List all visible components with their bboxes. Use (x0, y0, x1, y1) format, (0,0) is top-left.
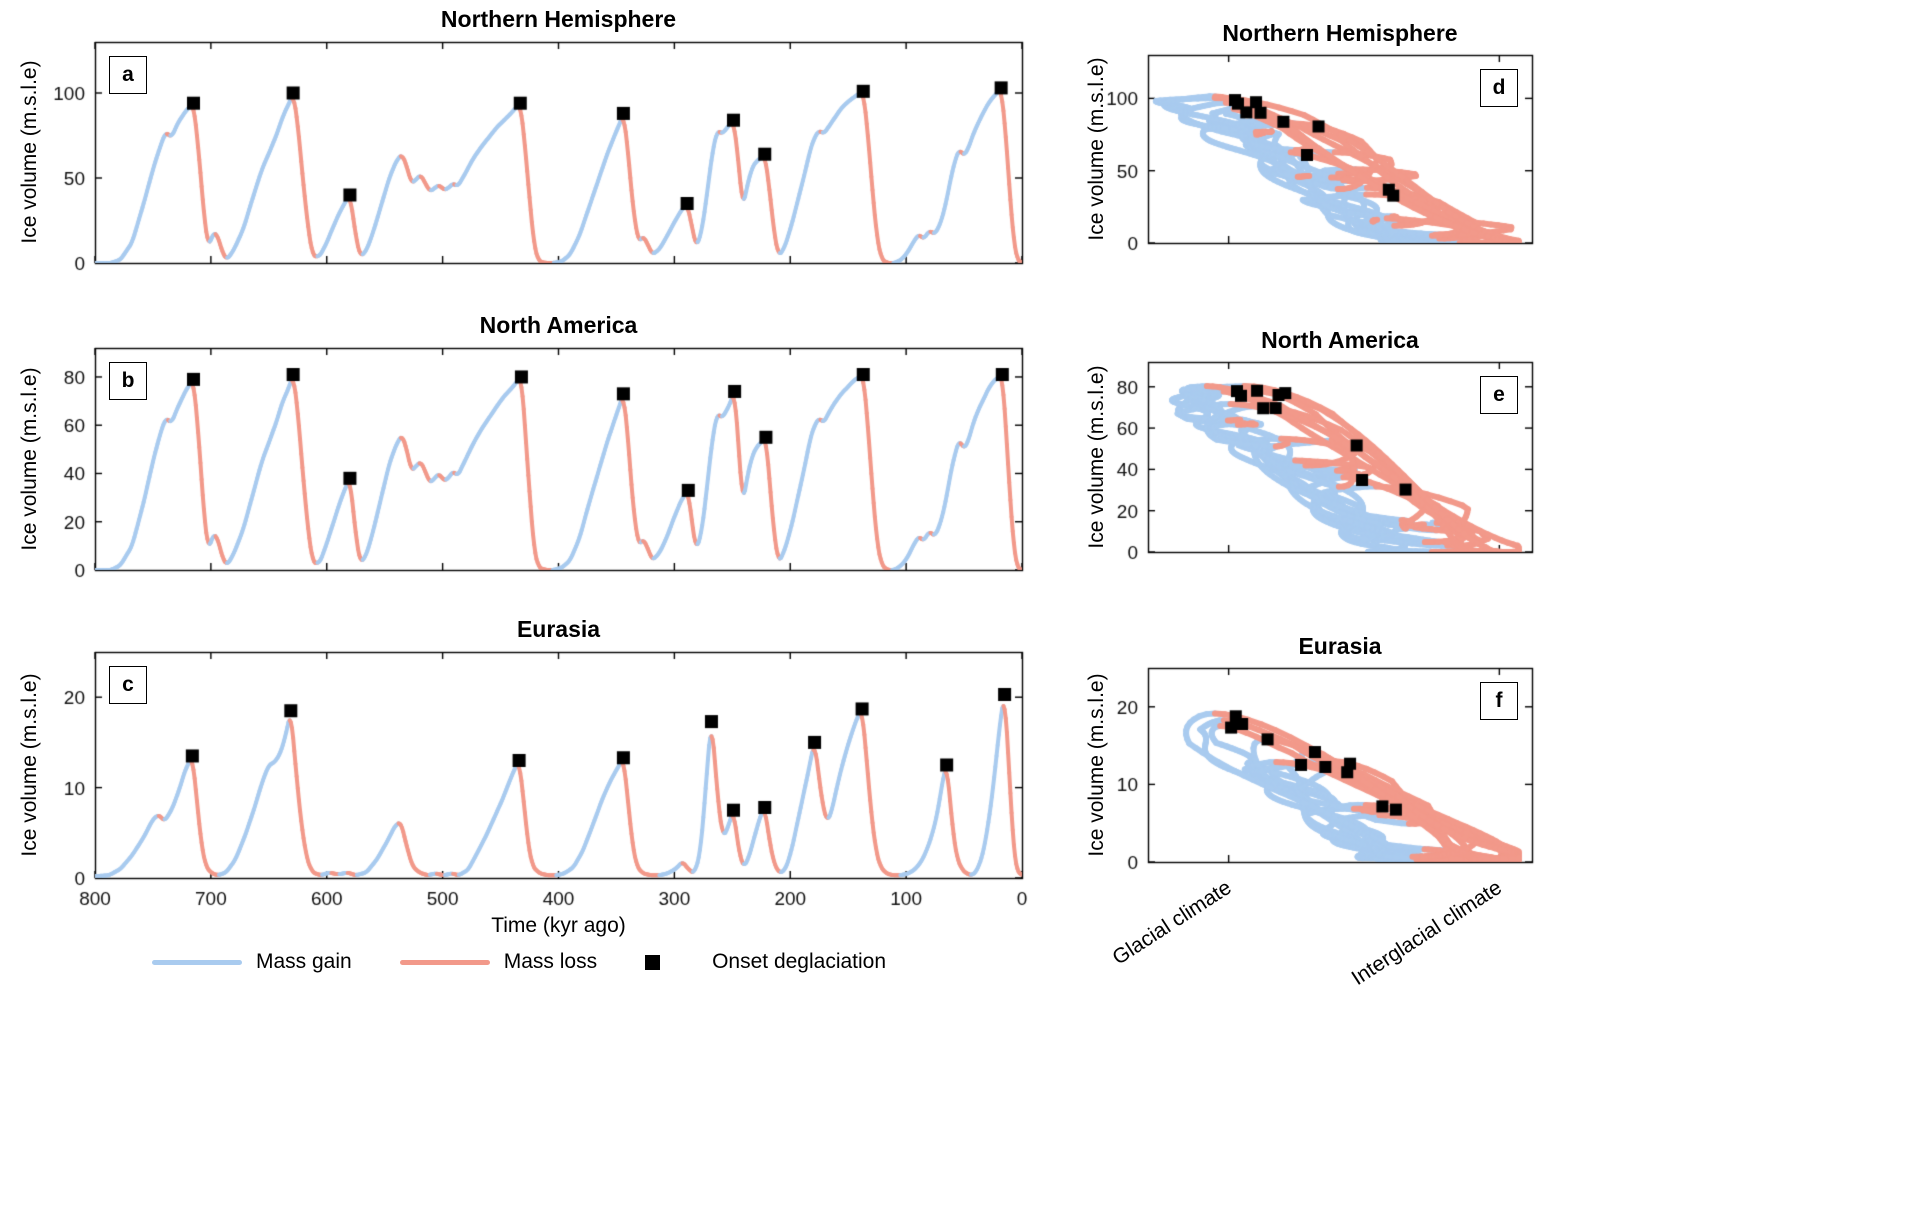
panel-e-title: North America (1261, 327, 1419, 353)
legend-item-mass-loss: Mass loss (399, 950, 598, 974)
panel-a-ylabel: Ice volume (m.s.l.e) (18, 60, 41, 244)
time-axis-label: Time (kyr ago) (491, 914, 626, 937)
legend: Mass gain Mass loss Onset deglaciation (152, 950, 934, 974)
panel-d-letter: d (1480, 69, 1518, 107)
panel-f-title: Eurasia (1298, 633, 1382, 659)
panel-c-ylabel: Ice volume (m.s.l.e) (18, 673, 41, 857)
legend-item-mass-gain: Mass gain (152, 950, 352, 974)
onset-deglaciation-label: Onset deglaciation (712, 950, 887, 973)
panel-c-title: Eurasia (516, 616, 601, 642)
onset-marker-swatch (645, 954, 661, 970)
panel-c-letter: c (109, 666, 147, 704)
legend-item-onset: Onset deglaciation (645, 950, 886, 974)
mass-gain-swatch (152, 959, 242, 965)
panel-a-title: Northern Hemisphere (440, 6, 677, 32)
panel-e-letter: e (1480, 376, 1518, 414)
mass-loss-label: Mass loss (503, 950, 598, 973)
panel-b-ylabel: Ice volume (m.s.l.e) (18, 367, 41, 551)
panel-f-ylabel: Ice volume (m.s.l.e) (1085, 673, 1108, 857)
mass-gain-label: Mass gain (256, 950, 352, 973)
panel-d-ylabel: Ice volume (m.s.l.e) (1085, 57, 1108, 241)
panel-b-title: North America (479, 312, 638, 338)
mass-loss-swatch (399, 959, 490, 965)
panel-d-title: Northern Hemisphere (1222, 20, 1458, 46)
panel-e-ylabel: Ice volume (m.s.l.e) (1085, 365, 1108, 549)
panel-f-letter: f (1480, 682, 1518, 720)
panel-b-letter: b (109, 362, 147, 400)
panel-a-letter: a (109, 56, 147, 94)
